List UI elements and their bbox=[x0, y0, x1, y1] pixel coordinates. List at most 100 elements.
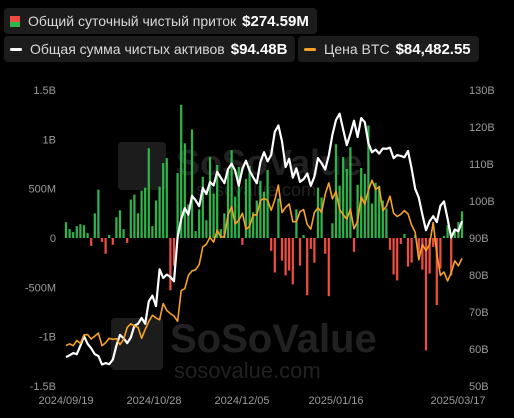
inflow-bar bbox=[288, 238, 291, 271]
inflow-bar bbox=[176, 172, 179, 238]
left-tick-label: 1.5B bbox=[33, 85, 56, 97]
inflow-bar bbox=[180, 104, 183, 238]
left-tick-label: -1.5B bbox=[30, 381, 56, 393]
inflow-bar bbox=[136, 213, 140, 238]
inflow-bar bbox=[378, 185, 381, 238]
inflow-bar bbox=[212, 193, 215, 238]
right-tick-label: 50B bbox=[469, 381, 489, 393]
x-tick-label: 2025/03/17 bbox=[430, 395, 485, 407]
inflow-bar bbox=[331, 223, 334, 238]
inflow-bar bbox=[122, 229, 125, 238]
watermark-url: sosovalue.com bbox=[196, 180, 316, 200]
inflow-bar bbox=[158, 186, 161, 238]
legend-assets[interactable]: Общая сумма чистых активов $94.48B bbox=[4, 36, 296, 62]
watermark-layer: SoSoValue sosovalue.com SoSoValue sosova… bbox=[111, 142, 377, 383]
inflow-bar bbox=[201, 176, 204, 238]
inflow-bar bbox=[140, 190, 143, 238]
inflow-bar bbox=[151, 226, 154, 238]
watermark-bottom: SoSoValue sosovalue.com bbox=[111, 317, 377, 383]
right-tick-label: 120B bbox=[469, 122, 495, 134]
inflow-bar bbox=[399, 238, 402, 244]
inflow-bar bbox=[115, 217, 118, 238]
inflow-bar bbox=[226, 170, 230, 238]
inflow-bar bbox=[345, 168, 348, 238]
inflow-bar bbox=[403, 234, 406, 238]
inflow-bar bbox=[194, 231, 197, 238]
inflow-bar bbox=[385, 208, 388, 238]
inflow-bar bbox=[342, 157, 345, 238]
legend-btc-label: Цена BTC bbox=[324, 41, 390, 57]
x-tick-label: 2025/01/16 bbox=[308, 395, 363, 407]
inflow-bar bbox=[356, 184, 359, 238]
inflow-bars bbox=[64, 104, 464, 351]
watermark-top: SoSoValue sosovalue.com bbox=[118, 142, 362, 200]
inflow-bar bbox=[118, 210, 122, 238]
inflow-bar bbox=[108, 235, 111, 238]
inflow-bar bbox=[104, 238, 107, 254]
inflow-bar bbox=[324, 238, 327, 254]
inflow-bar bbox=[421, 238, 424, 270]
right-tick-label: 70B bbox=[469, 307, 489, 319]
inflow-bar bbox=[316, 187, 320, 238]
inflow-bar bbox=[374, 182, 377, 238]
btc-price-line bbox=[65, 179, 463, 347]
inflow-bar bbox=[208, 157, 212, 238]
right-tick-label: 80B bbox=[469, 270, 489, 282]
inflow-bar bbox=[270, 238, 273, 251]
inflow-bar bbox=[241, 238, 244, 245]
inflow-bar bbox=[126, 238, 129, 243]
inflow-bar bbox=[72, 232, 75, 238]
inflow-bar bbox=[172, 238, 176, 266]
inflow-bar bbox=[133, 194, 136, 238]
right-tick-label: 90B bbox=[469, 233, 489, 245]
right-tick-label: 100B bbox=[469, 196, 495, 208]
inflow-bar bbox=[90, 238, 93, 246]
inflow-bar bbox=[97, 189, 100, 238]
legend-btc[interactable]: Цена BTC $84,482.55 bbox=[298, 36, 479, 62]
inflow-bar bbox=[432, 238, 435, 247]
legend-assets-value: $94.48B bbox=[230, 40, 288, 58]
inflow-bar bbox=[450, 238, 453, 276]
inflow-bar bbox=[219, 229, 222, 238]
inflow-bar bbox=[370, 203, 374, 238]
left-tick-label: 500M bbox=[28, 184, 56, 196]
left-axis: 1.5B 1B 500M 0 -500M -1B -1.5B bbox=[25, 85, 56, 393]
inflow-bar bbox=[453, 229, 456, 238]
inflow-bar bbox=[295, 209, 298, 238]
x-tick-label: 2024/12/05 bbox=[214, 395, 269, 407]
inflow-bar bbox=[252, 212, 255, 238]
inflow-bar bbox=[349, 147, 352, 238]
inflow-bar bbox=[244, 178, 248, 238]
inflow-bar bbox=[428, 238, 431, 274]
left-tick-label: 0 bbox=[50, 233, 56, 245]
inflow-bar bbox=[424, 238, 428, 351]
legend-inflow-value: $274.59M bbox=[242, 12, 309, 30]
inflow-bar bbox=[446, 225, 449, 238]
inflow-bar bbox=[442, 236, 446, 238]
inflow-bar bbox=[338, 185, 341, 238]
inflow-bar bbox=[309, 238, 312, 249]
inflow-bar bbox=[298, 238, 302, 266]
inflow-bar bbox=[460, 211, 464, 238]
watermark-logo-icon bbox=[111, 318, 163, 370]
inflow-bar bbox=[223, 213, 226, 238]
inflow-bar bbox=[302, 235, 305, 238]
inflow-bar bbox=[280, 238, 284, 261]
legend-inflow[interactable]: Общий суточный чистый приток $274.59M bbox=[4, 8, 317, 34]
left-tick-label: 1B bbox=[43, 134, 56, 146]
inflow-bar bbox=[410, 238, 413, 263]
right-axis: 130B 120B 110B 100B 90B 80B 70B 60B 50B bbox=[469, 85, 495, 393]
inflow-bar bbox=[187, 204, 190, 238]
watermark-brand: SoSoValue bbox=[176, 142, 362, 183]
inflow-bar bbox=[439, 238, 442, 269]
inflow-bar bbox=[169, 238, 172, 291]
inflow-bar bbox=[82, 225, 86, 238]
inflow-bar bbox=[162, 163, 165, 238]
inflow-bar bbox=[147, 148, 150, 238]
inflow-bar bbox=[284, 238, 287, 276]
inflow-bar bbox=[234, 196, 237, 238]
inflow-bar bbox=[144, 187, 147, 238]
inflow-bar bbox=[266, 169, 269, 238]
right-tick-label: 110B bbox=[469, 159, 494, 171]
inflow-bar bbox=[435, 238, 438, 306]
